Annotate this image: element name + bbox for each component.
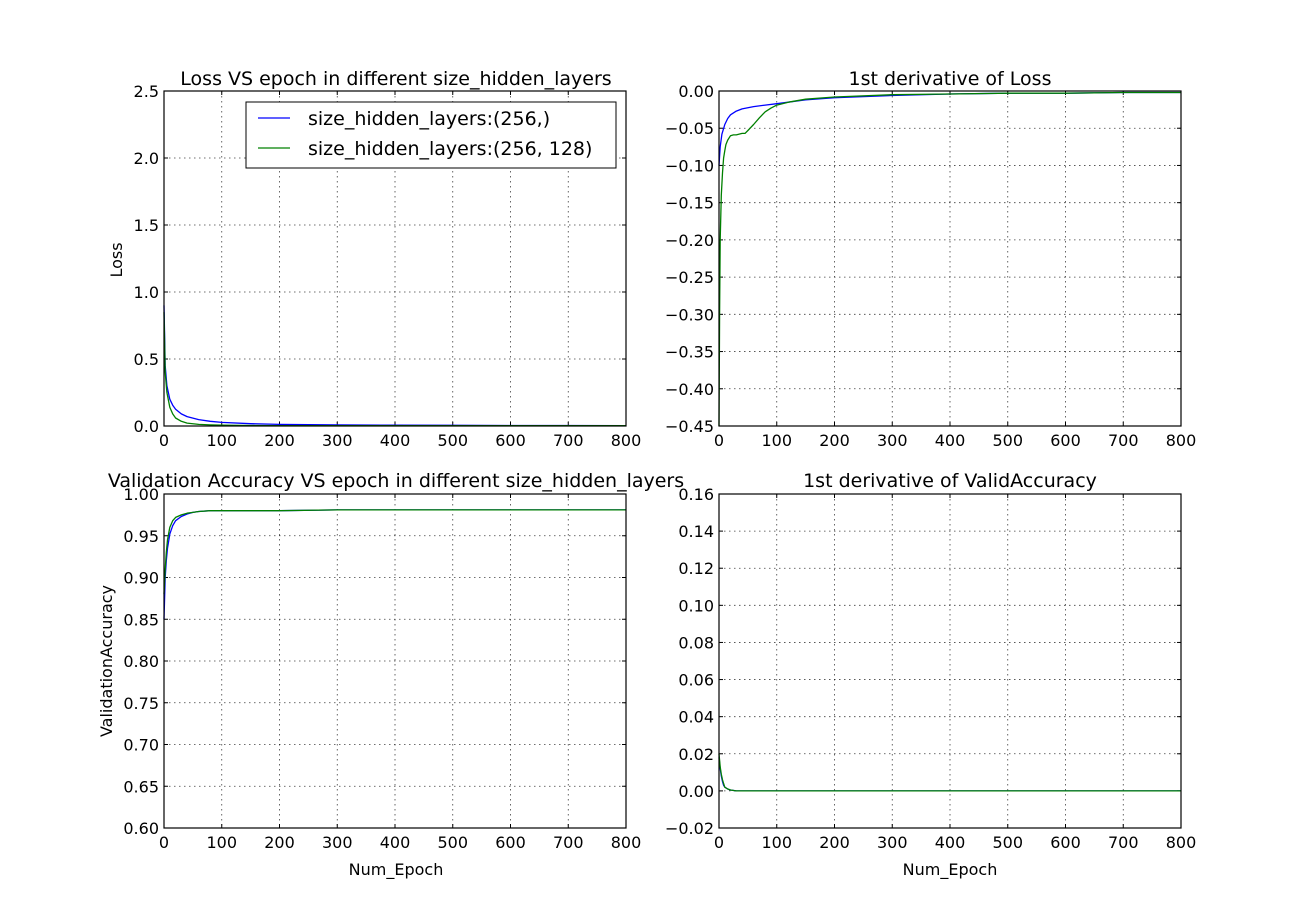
x-tick-label: 200 (264, 833, 295, 852)
chart-title: 1st derivative of ValidAccuracy (803, 470, 1097, 492)
x-tick-label: 400 (935, 431, 966, 450)
y-tick-label: 1.5 (134, 216, 159, 235)
y-tick-label: −0.02 (665, 819, 714, 838)
y-tick-label: 0.80 (123, 652, 159, 671)
y-tick-label: −0.15 (665, 194, 714, 213)
subplot-loss-derivative: 1st derivative of Loss 0 100 200 300 400 500 6… (665, 68, 1196, 450)
subplot-accuracy-derivative: 1st derivative of ValidAccuracy Num_Epoc… (665, 470, 1196, 880)
x-tick-label: 100 (206, 431, 237, 450)
x-tick-label: 700 (553, 833, 584, 852)
y-tick-label: 0.06 (678, 671, 714, 690)
plot-frame (163, 90, 627, 427)
plot-area: 0 100 200 300 400 500 600 700 800 0.60 0.65 0.70 0.7… (123, 485, 641, 852)
x-tick-label: 600 (495, 833, 526, 852)
x-tick-label: 800 (1166, 833, 1197, 852)
x-tick-label: 500 (437, 431, 468, 450)
x-axis-label: Num_Epoch (349, 860, 444, 880)
subplot-validation-accuracy: Validation Accuracy VS epoch in differen… (97, 470, 684, 880)
y-tick-label: 0.04 (678, 708, 714, 727)
x-tick-label: 400 (380, 431, 411, 450)
y-tick-label: 0.16 (678, 485, 714, 504)
x-tick-label: 200 (819, 833, 850, 852)
x-tick-label: 800 (611, 431, 642, 450)
series-line-2 (163, 509, 626, 595)
x-tick-label: 0 (714, 431, 724, 450)
y-tick-label: 0.0 (134, 417, 159, 436)
chart-title: 1st derivative of Loss (849, 68, 1052, 90)
y-axis-label: Loss (107, 242, 126, 277)
y-tick-label: 0.65 (123, 777, 159, 796)
x-axis-label: Num_Epoch (903, 860, 998, 880)
x-tick-label: 700 (553, 431, 584, 450)
y-tick-label: 0.14 (678, 522, 714, 541)
y-tick-label: −0.25 (665, 268, 714, 287)
chart-title: Validation Accuracy VS epoch in differen… (108, 470, 684, 492)
plot-frame (718, 493, 1182, 829)
y-axis-label: ValidationAccuracy (97, 585, 116, 737)
y-tick-label: −0.30 (665, 305, 714, 324)
y-tick-label: 0.60 (123, 819, 159, 838)
legend: size_hidden_layers:(256,) size_hidden_la… (245, 101, 617, 169)
y-tick-label: 0.12 (678, 559, 714, 578)
x-tick-label: 600 (1050, 431, 1081, 450)
y-tick-label: −0.40 (665, 380, 714, 399)
x-tick-label: 800 (1166, 431, 1197, 450)
x-tick-label: 400 (935, 833, 966, 852)
y-tick-label: 0.5 (134, 350, 159, 369)
x-tick-label: 300 (877, 833, 908, 852)
y-tick-label: −0.35 (665, 343, 714, 362)
y-tick-label: −0.10 (665, 156, 714, 175)
y-tick-label: 1.00 (123, 485, 159, 504)
y-tick-label: 2.0 (134, 149, 159, 168)
chart-title: Loss VS epoch in different size_hidden_l… (180, 68, 611, 90)
x-tick-label: 0 (714, 833, 724, 852)
y-tick-label: 0.70 (123, 736, 159, 755)
x-tick-label: 700 (1108, 431, 1139, 450)
y-tick-label: 1.0 (134, 283, 159, 302)
x-tick-label: 0 (159, 833, 169, 852)
y-tick-label: 2.5 (134, 82, 159, 101)
y-tick-label: 0.75 (123, 694, 159, 713)
x-tick-label: 400 (380, 833, 411, 852)
legend-box (245, 101, 617, 169)
x-tick-label: 800 (611, 833, 642, 852)
y-tick-label: −0.20 (665, 231, 714, 250)
legend-label-series-1: size_hidden_layers:(256,) (308, 108, 550, 130)
x-tick-label: 300 (322, 431, 353, 450)
x-tick-label: 200 (819, 431, 850, 450)
x-tick-label: 600 (495, 431, 526, 450)
x-tick-label: 300 (322, 833, 353, 852)
subplot-loss: Loss VS epoch in different size_hidden_l… (107, 68, 641, 450)
x-tick-label: 300 (877, 431, 908, 450)
x-tick-label: 100 (761, 833, 792, 852)
series-line-2 (718, 91, 1181, 427)
y-tick-label: 0.90 (123, 569, 159, 588)
x-tick-label: 500 (992, 833, 1023, 852)
y-tick-label: 0.10 (678, 596, 714, 615)
y-tick-label: 0.95 (123, 527, 159, 546)
x-tick-label: 500 (437, 833, 468, 852)
y-tick-label: 0.85 (123, 610, 159, 629)
y-tick-label: 0.00 (678, 782, 714, 801)
x-tick-label: 100 (206, 833, 237, 852)
y-tick-label: 0.08 (678, 633, 714, 652)
series-line-2 (718, 753, 1181, 792)
x-tick-label: 500 (992, 431, 1023, 450)
y-tick-label: 0.02 (678, 745, 714, 764)
y-tick-label: 0.00 (678, 82, 714, 101)
plot-frame (163, 493, 627, 829)
x-tick-label: 100 (761, 431, 792, 450)
x-tick-label: 600 (1050, 833, 1081, 852)
x-tick-label: 0 (159, 431, 169, 450)
y-tick-label: −0.45 (665, 417, 714, 436)
y-tick-label: −0.05 (665, 119, 714, 138)
x-tick-label: 200 (264, 431, 295, 450)
x-tick-label: 700 (1108, 833, 1139, 852)
plot-frame (718, 90, 1182, 427)
legend-label-series-2: size_hidden_layers:(256, 128) (308, 138, 592, 160)
plot-area: 0 100 200 300 400 500 600 700 800 −0.02 0.00 0.02 0.… (665, 485, 1196, 852)
plot-area: 0 100 200 300 400 500 600 700 800 0.00 −0.05 −0.10 −… (665, 82, 1196, 450)
